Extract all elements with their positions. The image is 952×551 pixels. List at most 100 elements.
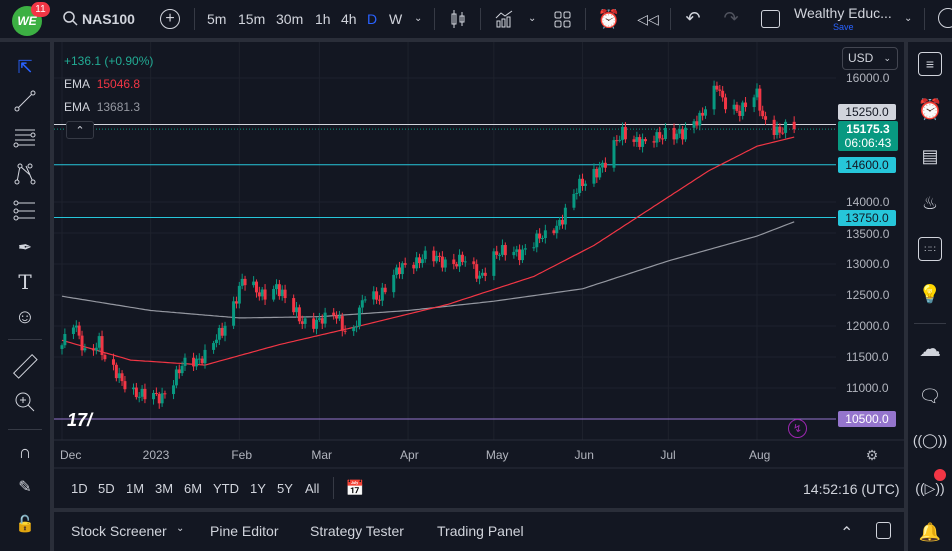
level-price-label: 15250.0 bbox=[838, 104, 896, 120]
streams-icon[interactable]: ((▷)) bbox=[915, 479, 945, 496]
pattern-icon[interactable] bbox=[13, 162, 37, 186]
horizontal-lines-icon[interactable] bbox=[13, 126, 37, 150]
range-3m[interactable]: 3M bbox=[155, 481, 174, 496]
candles-chart-type-icon[interactable] bbox=[449, 9, 467, 29]
tab-strategy-tester[interactable]: Strategy Tester bbox=[310, 523, 404, 539]
time-axis-label: Dec bbox=[60, 448, 82, 462]
time-axis-label: 2023 bbox=[142, 448, 170, 462]
range-5d[interactable]: 5D bbox=[98, 481, 115, 496]
interval-1h[interactable]: 1h bbox=[315, 11, 331, 27]
price-tick-label: 11500.0 bbox=[846, 350, 889, 364]
interval-w[interactable]: W bbox=[389, 11, 403, 27]
interval-d[interactable]: D bbox=[367, 11, 378, 27]
interval-5m[interactable]: 5m bbox=[207, 11, 227, 27]
interval-15m[interactable]: 15m bbox=[238, 11, 266, 27]
chevron-down-icon[interactable]: ⌄ bbox=[176, 523, 185, 534]
range-6m[interactable]: 6M bbox=[184, 481, 203, 496]
quick-search-icon[interactable] bbox=[938, 8, 952, 28]
chart-panel[interactable] bbox=[54, 42, 904, 508]
candle bbox=[704, 109, 707, 116]
top-toolbar: WE 11 NAS100 + 5m 15m 30m 1h 4h D W ⌄ ⌄ … bbox=[0, 0, 952, 38]
ema-fast-label[interactable]: EMA bbox=[64, 77, 91, 91]
zoom-in-icon[interactable] bbox=[13, 390, 37, 414]
candle bbox=[297, 307, 301, 322]
candle bbox=[478, 275, 482, 279]
minds-cloud-icon[interactable]: ☁ bbox=[919, 336, 941, 361]
trend-line-icon[interactable] bbox=[13, 89, 37, 113]
magnet-icon[interactable]: ∩ bbox=[18, 441, 32, 462]
candle bbox=[60, 345, 64, 349]
range-1y[interactable]: 1Y bbox=[250, 481, 266, 496]
ideas-lightbulb-icon[interactable]: 💡 bbox=[918, 283, 942, 304]
ema-slow-label[interactable]: EMA bbox=[64, 100, 91, 114]
range-1m[interactable]: 1M bbox=[126, 481, 145, 496]
lock-drawing-icon[interactable]: ✎ bbox=[18, 479, 32, 496]
ruler-icon[interactable] bbox=[12, 353, 38, 379]
candle bbox=[352, 327, 356, 332]
currency-select[interactable]: USD ⌄ bbox=[842, 47, 898, 70]
lightning-icon[interactable]: ↯ bbox=[788, 419, 807, 438]
candle bbox=[203, 349, 207, 364]
grid bbox=[54, 42, 836, 440]
candle bbox=[415, 257, 419, 269]
fullscreen-icon[interactable] bbox=[761, 10, 780, 28]
candle bbox=[463, 261, 467, 263]
candle bbox=[420, 259, 424, 264]
chevron-down-icon[interactable]: ⌄ bbox=[904, 13, 913, 24]
chevron-down-icon[interactable]: ⌄ bbox=[528, 13, 537, 24]
bottom-panel bbox=[54, 512, 904, 551]
utc-clock[interactable]: 14:52:16 (UTC) bbox=[803, 481, 900, 497]
candle bbox=[212, 343, 216, 350]
lock-icon[interactable]: 🔓 bbox=[15, 516, 35, 533]
text-tool-icon[interactable]: T bbox=[18, 270, 32, 294]
watchlist-icon[interactable]: ≡ bbox=[918, 52, 942, 76]
tradingview-logo[interactable]: 17/ bbox=[67, 410, 93, 430]
range-1d[interactable]: 1D bbox=[71, 481, 88, 496]
range-ytd[interactable]: YTD bbox=[213, 481, 239, 496]
range-5y[interactable]: 5Y bbox=[277, 481, 293, 496]
brush-icon[interactable]: ✒ bbox=[17, 238, 33, 257]
save-button[interactable]: Save bbox=[833, 22, 854, 32]
layout-name[interactable]: Wealthy Educ... bbox=[794, 5, 892, 21]
interval-4h[interactable]: 4h bbox=[341, 11, 357, 27]
candle bbox=[332, 312, 336, 316]
calendar-icon[interactable]: ∷∷ bbox=[918, 237, 942, 261]
go-to-date-icon[interactable]: 📅 bbox=[345, 480, 365, 497]
price-tick-label: 13500.0 bbox=[846, 227, 890, 241]
interval-30m[interactable]: 30m bbox=[276, 11, 304, 27]
ema-slow-value: 13681.3 bbox=[96, 100, 141, 114]
hotlists-fire-icon[interactable]: ♨ bbox=[921, 192, 939, 213]
candle bbox=[764, 116, 768, 120]
indicators-icon[interactable] bbox=[494, 9, 514, 29]
candle bbox=[540, 238, 544, 240]
tips-lightbulb-icon[interactable]: ((◯)) bbox=[912, 431, 948, 448]
compare-add-icon[interactable]: + bbox=[160, 9, 180, 29]
chevron-down-icon[interactable]: ⌄ bbox=[414, 13, 423, 24]
settings-gear-icon[interactable]: ⚙ bbox=[865, 446, 879, 463]
emoji-icon[interactable]: ☺ bbox=[14, 305, 36, 328]
search-icon[interactable] bbox=[62, 10, 78, 26]
layouts-grid-icon[interactable] bbox=[552, 9, 572, 29]
replay-icon[interactable]: ◁◁ bbox=[637, 10, 659, 27]
data-window-icon[interactable]: ▤ bbox=[921, 145, 939, 166]
tab-trading-panel[interactable]: Trading Panel bbox=[437, 523, 524, 539]
symbol-search[interactable]: NAS100 bbox=[82, 11, 135, 27]
candle bbox=[103, 355, 107, 360]
collapse-legend-button[interactable]: ⌃ bbox=[66, 121, 94, 139]
chat-icon[interactable]: 🗨 bbox=[918, 385, 942, 406]
redo-icon[interactable]: ↷ bbox=[723, 7, 739, 28]
notifications-bell-icon[interactable]: 🔔 bbox=[918, 521, 942, 542]
range-all[interactable]: All bbox=[305, 481, 320, 496]
maximize-panel-icon[interactable] bbox=[876, 522, 891, 539]
candle bbox=[320, 318, 324, 324]
undo-icon[interactable]: ↶ bbox=[685, 7, 701, 28]
alert-add-icon[interactable]: ⏰ bbox=[597, 8, 621, 29]
cursor-icon[interactable]: ⇱ bbox=[17, 56, 33, 77]
candle bbox=[91, 348, 95, 351]
prediction-tools-icon[interactable] bbox=[13, 199, 37, 223]
alarm-clock-icon[interactable]: ⏰ bbox=[917, 98, 943, 121]
chevron-up-icon[interactable]: ⌃ bbox=[840, 525, 854, 542]
tab-stock-screener[interactable]: Stock Screener bbox=[71, 523, 167, 539]
tab-pine-editor[interactable]: Pine Editor bbox=[210, 523, 279, 539]
